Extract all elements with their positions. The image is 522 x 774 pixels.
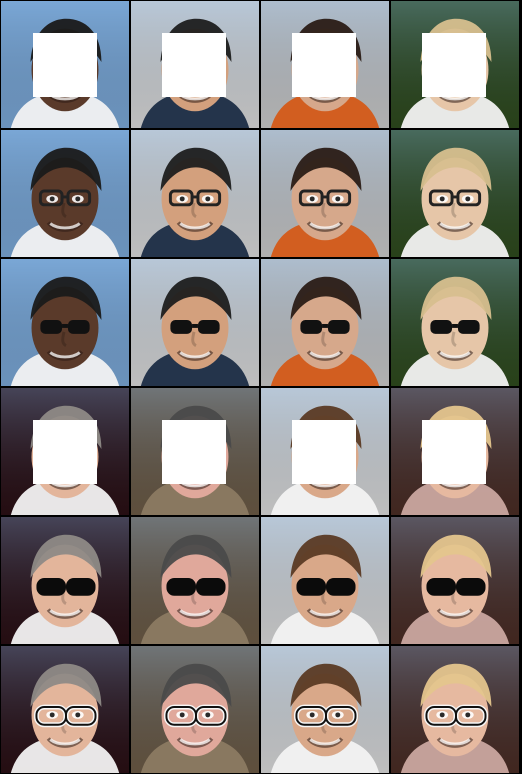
face-image <box>391 259 519 386</box>
mask-square <box>292 33 356 97</box>
face-image <box>1 646 129 773</box>
face-image <box>391 646 519 773</box>
tile-top-group-ground-truth-child-blonde-green-background <box>390 258 520 387</box>
face-image <box>131 646 259 773</box>
tile-top-group-ground-truth-man-smiling-sea-background <box>0 258 130 387</box>
sunglasses <box>296 578 356 596</box>
tile-bottom-group-ground-truth-man-grey-hair-purple-background <box>0 645 130 774</box>
tile-bottom-group-ground-truth-woman-brown-hair-light-background <box>260 645 390 774</box>
tile-bottom-group-ground-truth-woman-blonde-smiling <box>390 645 520 774</box>
tile-bottom-group-generated-result-woman-blonde-smiling <box>390 516 520 645</box>
face-image <box>1 259 129 386</box>
mask-square <box>292 420 356 484</box>
tile-top-group-masked-input-man-glasses-trees-background <box>130 0 260 129</box>
tile-bottom-group-masked-input-man-grey-hair-purple-background <box>0 387 130 516</box>
tile-top-group-generated-result-man-smiling-city-background <box>260 129 390 258</box>
tile-top-group-ground-truth-man-smiling-city-background <box>260 258 390 387</box>
glasses <box>428 189 482 207</box>
tile-bottom-group-generated-result-woman-beanie-hood <box>130 516 260 645</box>
tile-top-group-masked-input-child-blonde-green-background <box>390 0 520 129</box>
mask-square <box>162 33 226 97</box>
face-image <box>131 517 259 644</box>
mask-square <box>422 420 486 484</box>
glasses <box>298 189 352 207</box>
sunglasses <box>36 578 96 596</box>
tile-top-group-masked-input-man-smiling-sea-background <box>0 0 130 129</box>
face-image <box>131 259 259 386</box>
face-image <box>1 130 129 257</box>
face-image <box>391 517 519 644</box>
tile-bottom-group-ground-truth-woman-beanie-hood <box>130 645 260 774</box>
tile-bottom-group-masked-input-woman-blonde-smiling <box>390 387 520 516</box>
sunglasses <box>426 578 486 596</box>
tile-top-group-ground-truth-man-glasses-trees-background <box>130 258 260 387</box>
glasses <box>38 189 92 207</box>
tile-bottom-group-generated-result-woman-brown-hair-light-background <box>260 516 390 645</box>
mask-square <box>33 33 97 97</box>
dark-glasses <box>170 320 220 334</box>
tile-bottom-group-masked-input-woman-beanie-hood <box>130 387 260 516</box>
tile-top-group-generated-result-child-blonde-green-background <box>390 129 520 258</box>
tile-bottom-group-generated-result-man-grey-hair-purple-background <box>0 516 130 645</box>
glasses <box>168 189 222 207</box>
face-image <box>261 130 389 257</box>
tile-top-group-generated-result-man-glasses-trees-background <box>130 129 260 258</box>
dark-glasses <box>40 320 90 334</box>
face-image <box>131 130 259 257</box>
dark-glasses <box>300 320 350 334</box>
mask-square <box>422 33 486 97</box>
face-image <box>261 517 389 644</box>
tile-bottom-group-masked-input-woman-brown-hair-light-background <box>260 387 390 516</box>
face-image <box>1 517 129 644</box>
mask-square <box>162 420 226 484</box>
dark-glasses <box>430 320 480 334</box>
tile-top-group-generated-result-man-smiling-sea-background <box>0 129 130 258</box>
face-image <box>391 130 519 257</box>
mask-square <box>33 420 97 484</box>
face-image <box>261 646 389 773</box>
tile-top-group-masked-input-man-smiling-city-background <box>260 0 390 129</box>
face-image <box>261 259 389 386</box>
sunglasses <box>166 578 226 596</box>
